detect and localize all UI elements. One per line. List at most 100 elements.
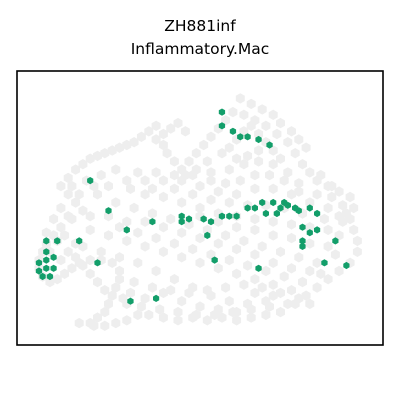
background-cell-point: [250, 169, 260, 181]
background-cell-point: [122, 139, 132, 151]
highlight-cell-point: [43, 237, 50, 245]
highlight-cell-point: [50, 253, 57, 261]
background-cell-point: [115, 222, 124, 233]
highlight-cell-point: [123, 226, 130, 234]
background-cell-point: [122, 235, 132, 247]
background-cell-point: [100, 320, 110, 331]
background-cell-point: [195, 301, 205, 312]
background-cell-point: [104, 298, 113, 310]
background-cell-point: [287, 263, 296, 274]
background-cell-point: [276, 153, 285, 164]
background-cell-point: [111, 197, 121, 208]
background-cell-point: [268, 290, 278, 301]
highlight-cell-point: [94, 259, 101, 267]
background-cell-point: [221, 282, 231, 293]
background-cell-point: [206, 194, 216, 205]
background-cell-point: [250, 249, 260, 260]
background-cell-point: [312, 189, 322, 200]
background-cell-point: [71, 252, 81, 263]
background-cell-point: [67, 263, 77, 274]
background-cell-point: [169, 274, 179, 285]
background-cell-point: [298, 276, 307, 288]
background-cell-point: [287, 126, 296, 137]
highlight-cell-point: [207, 218, 215, 226]
background-cell-point: [305, 197, 315, 208]
background-cell-point: [287, 232, 296, 244]
background-cell-point: [202, 156, 212, 167]
background-cell-point: [158, 139, 168, 151]
background-cell-point: [213, 238, 223, 249]
background-cell-point: [341, 208, 351, 219]
background-cell-point: [276, 246, 285, 257]
background-cell-point: [301, 142, 311, 153]
background-cell-point: [133, 167, 143, 178]
background-cell-point: [213, 186, 223, 197]
background-cell-point: [330, 249, 340, 260]
background-cell-point: [63, 246, 73, 257]
background-cell-point: [63, 211, 73, 222]
background-cell-point: [184, 219, 194, 230]
background-cell-point: [265, 169, 274, 181]
background-cell-point: [327, 180, 337, 192]
background-cell-point: [221, 178, 231, 189]
background-cell-point: [118, 293, 128, 304]
background-cell-point: [202, 224, 212, 236]
background-cell-point: [49, 213, 59, 225]
background-cell-point: [305, 298, 315, 310]
highlight-cell-point: [321, 259, 328, 267]
background-cell-point: [287, 285, 296, 296]
background-cell-point: [85, 254, 95, 266]
background-cell-point: [129, 276, 139, 288]
background-cell-point: [250, 274, 260, 285]
background-cell-point: [239, 159, 249, 170]
background-cell-point: [85, 224, 95, 236]
background-cell-point: [173, 117, 183, 129]
background-cell-point: [45, 276, 55, 288]
background-cell-point: [60, 268, 70, 279]
background-cell-point: [224, 142, 234, 153]
background-cell-point: [294, 186, 304, 197]
background-cell-point: [89, 320, 99, 331]
background-cell-point: [56, 254, 66, 266]
background-cell-point: [136, 131, 146, 142]
background-cell-point: [191, 148, 201, 159]
highlight-cell-point: [332, 237, 339, 245]
background-cell-point: [122, 175, 132, 186]
background-cell-point: [93, 312, 102, 323]
background-cell-point: [239, 109, 249, 120]
background-cell-point: [74, 189, 84, 200]
background-cell-point: [144, 126, 154, 137]
background-cell-point: [210, 309, 220, 321]
background-cell-point: [265, 301, 274, 312]
chart-title: ZH881inf: [164, 17, 236, 35]
background-cell-point: [115, 252, 124, 263]
highlight-cell-point: [270, 198, 277, 207]
highlight-cell-point: [244, 133, 251, 141]
background-cell-point: [257, 104, 267, 115]
background-cell-point: [213, 216, 223, 227]
background-cell-point: [158, 287, 168, 299]
background-cell-point: [63, 189, 73, 200]
background-cell-point: [180, 126, 190, 137]
background-cell-point: [129, 202, 139, 214]
background-cell-layer: [34, 93, 362, 331]
background-cell-point: [169, 169, 179, 181]
background-cell-point: [250, 213, 260, 225]
background-cell-point: [224, 254, 234, 266]
highlight-cell-layer: [35, 108, 350, 305]
background-cell-point: [217, 148, 227, 159]
background-cell-point: [115, 265, 124, 277]
highlight-cell-point: [314, 226, 321, 234]
background-cell-point: [246, 120, 256, 131]
background-cell-point: [188, 189, 198, 200]
highlight-cell-point: [314, 209, 321, 218]
background-cell-point: [316, 268, 326, 279]
background-cell-point: [107, 257, 117, 268]
background-cell-point: [71, 164, 81, 175]
highlight-cell-point: [299, 237, 306, 245]
highlight-cell-point: [306, 229, 313, 237]
background-cell-point: [268, 145, 278, 156]
background-cell-point: [195, 232, 205, 244]
background-cell-point: [305, 167, 315, 178]
background-cell-point: [140, 175, 150, 186]
